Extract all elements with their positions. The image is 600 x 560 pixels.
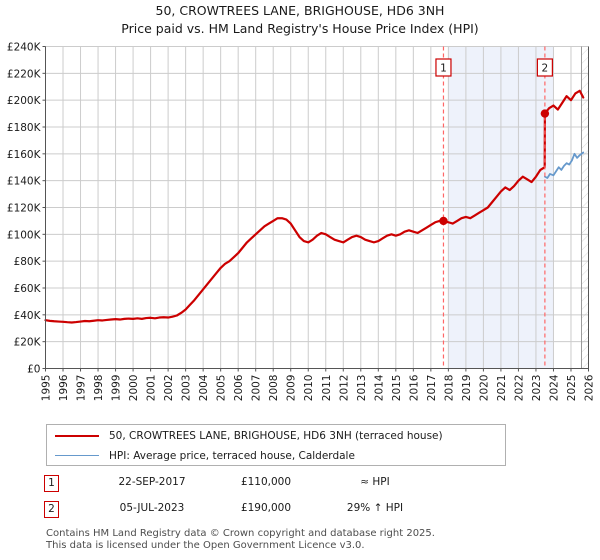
svg-text:2012: 2012: [338, 375, 350, 402]
y-axis-labels: £0 £20K £40K £60K £80K £100K £120K £140K £160K £1…: [7, 42, 42, 376]
svg-text:2016: 2016: [408, 374, 420, 401]
legend-item-price-paid: 50, CROWTREES LANE, BRIGHOUSE, HD6 3NH (…: [47, 425, 443, 446]
axes: [42, 46, 589, 372]
chart-legend: 50, CROWTREES LANE, BRIGHOUSE, HD6 3NH (…: [46, 424, 506, 466]
transaction-hpi-delta: 29% ↑ HPI: [346, 502, 404, 514]
transaction-price: £110,000: [240, 476, 292, 488]
svg-text:2017: 2017: [426, 375, 438, 402]
svg-text:£160K: £160K: [7, 149, 42, 161]
footer-line-licence: This data is licensed under the Open Gov…: [46, 540, 365, 551]
transaction-hpi-delta: ≈ HPI: [360, 476, 390, 488]
svg-text:1999: 1999: [111, 375, 123, 402]
svg-text:2024: 2024: [548, 374, 560, 401]
svg-text:2004: 2004: [198, 374, 210, 401]
status-badge: 2: [44, 501, 59, 518]
svg-text:2020: 2020: [478, 375, 490, 402]
svg-text:2018: 2018: [443, 375, 455, 402]
svg-text:2002: 2002: [163, 375, 175, 402]
svg-text:2022: 2022: [513, 375, 525, 402]
svg-text:2019: 2019: [461, 375, 473, 402]
svg-text:2026: 2026: [584, 374, 596, 401]
x-axis-labels: 1995 1996 1997 1998 1999 2000 2001 2002 2003 2004…: [41, 374, 596, 401]
transactions-table: 1 22-SEP-2017 £110,000 ≈ HPI 2 05-JUL-20…: [44, 472, 464, 524]
svg-text:1998: 1998: [93, 375, 105, 402]
svg-text:£200K: £200K: [7, 95, 42, 107]
svg-text:£40K: £40K: [14, 310, 42, 322]
svg-text:2013: 2013: [356, 375, 368, 402]
svg-text:2014: 2014: [373, 374, 385, 401]
svg-text:2000: 2000: [128, 375, 140, 402]
svg-text:£100K: £100K: [7, 229, 42, 241]
svg-text:£180K: £180K: [7, 122, 42, 134]
svg-text:£120K: £120K: [7, 203, 42, 215]
transaction-date: 22-SEP-2017: [118, 476, 186, 488]
data-series: [44, 89, 585, 324]
svg-text:2010: 2010: [303, 375, 315, 402]
page-subtitle: Price paid vs. HM Land Registry's House …: [121, 21, 479, 36]
footer-line-copyright: Contains HM Land Registry data © Crown c…: [46, 528, 435, 539]
legend-item-hpi: HPI: Average price, terraced house, Cald…: [47, 445, 355, 466]
svg-text:£20K: £20K: [14, 337, 42, 349]
svg-text:1997: 1997: [76, 375, 88, 402]
svg-text:2009: 2009: [286, 375, 298, 402]
svg-text:£240K: £240K: [7, 42, 42, 54]
table-row: 2 05-JUL-2023 £190,000 29% ↑ HPI: [44, 498, 464, 524]
svg-text:1995: 1995: [41, 375, 53, 402]
svg-text:£0: £0: [27, 364, 40, 376]
svg-text:2003: 2003: [181, 375, 193, 402]
svg-text:2011: 2011: [321, 375, 333, 402]
page-title: 50, CROWTREES LANE, BRIGHOUSE, HD6 3NH: [155, 3, 445, 18]
svg-text:£140K: £140K: [7, 176, 42, 188]
title-block: 50, CROWTREES LANE, BRIGHOUSE, HD6 3NH P…: [0, 2, 600, 38]
hatched-region: [580, 46, 589, 369]
transaction-points: [439, 109, 550, 226]
svg-text:2005: 2005: [216, 375, 228, 402]
svg-text:£80K: £80K: [14, 256, 42, 268]
transaction-date: 05-JUL-2023: [119, 502, 185, 514]
legend-swatch-price-paid: [55, 434, 99, 437]
transaction-price: £190,000: [240, 502, 292, 514]
svg-text:£220K: £220K: [7, 68, 42, 80]
status-badge: 1: [44, 475, 59, 492]
transaction-marker-lines: [442, 46, 546, 369]
svg-text:2001: 2001: [146, 375, 158, 402]
svg-text:2006: 2006: [233, 374, 245, 401]
table-row: 1 22-SEP-2017 £110,000 ≈ HPI: [44, 472, 464, 498]
svg-text:2021: 2021: [496, 375, 508, 402]
chart-plot-area: £0 £20K £40K £60K £80K £100K £120K £140K £160K £1…: [7, 42, 596, 402]
svg-text:2015: 2015: [391, 375, 403, 402]
svg-text:1996: 1996: [58, 374, 70, 401]
chart-svg: £0 £20K £40K £60K £80K £100K £120K £140K £160K £1…: [7, 42, 596, 402]
footer-attribution: Contains HM Land Registry data © Crown c…: [46, 528, 586, 552]
svg-text:2008: 2008: [268, 375, 280, 402]
svg-text:£60K: £60K: [14, 283, 42, 295]
svg-text:2: 2: [542, 63, 549, 75]
svg-text:1: 1: [440, 63, 447, 75]
svg-text:2025: 2025: [566, 375, 578, 402]
legend-label-hpi: HPI: Average price, terraced house, Cald…: [109, 449, 355, 462]
svg-text:2007: 2007: [251, 375, 263, 402]
legend-swatch-hpi: [55, 455, 99, 456]
svg-text:2023: 2023: [531, 375, 543, 402]
legend-label-price-paid: 50, CROWTREES LANE, BRIGHOUSE, HD6 3NH (…: [109, 429, 443, 442]
